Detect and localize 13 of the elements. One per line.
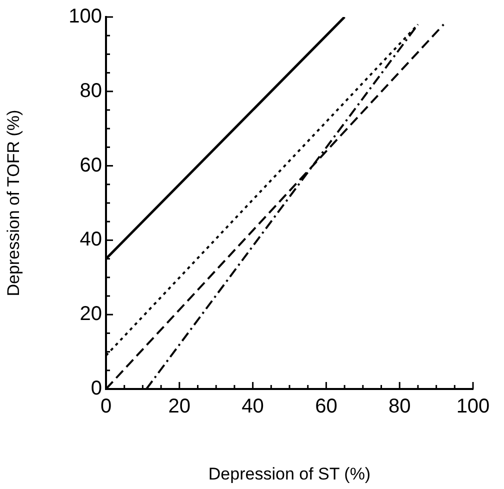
- y-tick-label: 0: [90, 378, 102, 400]
- x-tick-label: 100: [456, 396, 490, 418]
- x-tick-label: 80: [388, 396, 411, 418]
- y-tick-label: 60: [80, 154, 102, 176]
- x-tick-label: 20: [168, 396, 191, 418]
- y-axis-title: Depression of TOFR (%): [4, 110, 23, 296]
- x-tick-label: 40: [242, 396, 264, 418]
- y-tick-label: 100: [68, 6, 102, 28]
- x-tick-label: 60: [315, 396, 338, 418]
- y-tick-label: 80: [80, 80, 102, 102]
- y-tick-label: 20: [80, 303, 102, 326]
- x-axis-title: Depression of ST (%): [208, 464, 371, 484]
- y-tick-label: 40: [80, 228, 102, 251]
